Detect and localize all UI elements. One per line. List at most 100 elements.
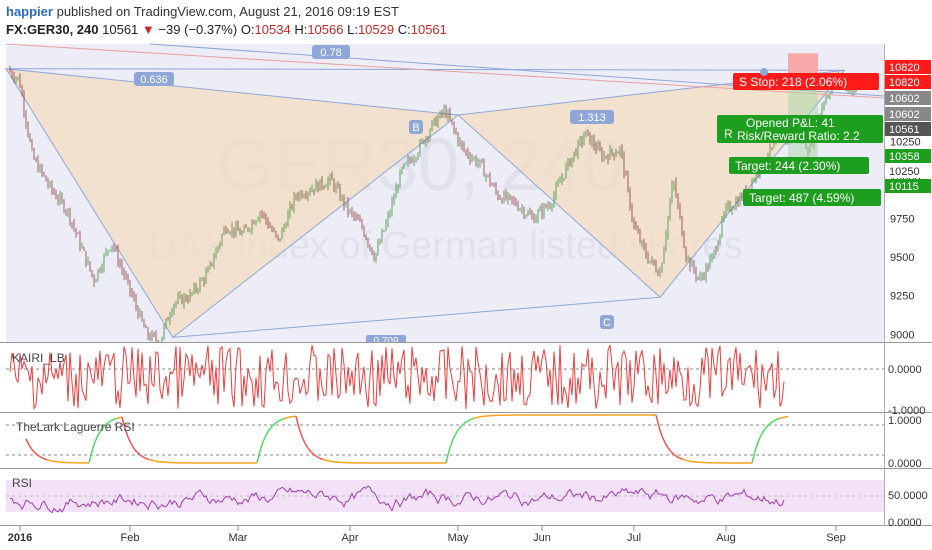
- pattern-triangle-xab[interactable]: [5, 68, 460, 339]
- laguerre-segment: [145, 457, 150, 461]
- down-arrow-icon: ▼: [141, 22, 155, 37]
- time-tick-label: Jul: [627, 532, 641, 544]
- price-scale[interactable]: 9000925095009750100001025010820108201060…: [885, 60, 931, 341]
- laguerre-segment: [148, 458, 153, 462]
- laguerre-segment: [40, 456, 45, 460]
- time-tick-label: Sep: [826, 532, 846, 544]
- rsi-tick-0: 0.0000: [888, 517, 922, 529]
- svg-text:Risk/Reward Ratio: 2.2: Risk/Reward Ratio: 2.2: [737, 129, 860, 143]
- laguerre-segment: [454, 429, 459, 436]
- pattern-edge-ac: [172, 296, 661, 338]
- laguerre-segment: [676, 455, 681, 459]
- price-tick-label: 9500: [890, 252, 914, 264]
- laguerre-segment: [28, 444, 33, 450]
- laguerre-segment: [784, 415, 789, 418]
- price-tag-stop-lower: 10820: [885, 75, 931, 89]
- laguerre-series: [6, 414, 884, 464]
- point-label-c: C: [600, 315, 614, 329]
- rsi-series: [6, 485, 884, 514]
- laguerre-segment: [121, 416, 126, 429]
- ohlc-line: FX:GER30, 240 10561 ▼ −39 (−0.37%) O:105…: [6, 22, 447, 37]
- author-link[interactable]: happier: [6, 4, 53, 19]
- laguerre-segment: [91, 441, 96, 452]
- laguerre-segment: [460, 422, 465, 427]
- ratio-xb: 0.636: [134, 72, 174, 86]
- laguerre-segment: [142, 456, 147, 460]
- position-tool[interactable]: S Stop: 218 (2.06%) Opened P&L: 41Risk/Re…: [717, 53, 883, 206]
- svg-text:10250: 10250: [889, 166, 920, 178]
- laguerre-segment: [115, 416, 120, 420]
- laguerre-segment: [271, 422, 276, 427]
- svg-text:10602: 10602: [889, 109, 920, 121]
- open-value: 10534: [254, 22, 291, 37]
- svg-text:B: B: [412, 122, 419, 134]
- time-tick-label: 2016: [8, 532, 32, 544]
- price-tag-entry-upper: 10602: [885, 91, 931, 105]
- laguerre-segment: [664, 442, 669, 449]
- laguerre-tick-1: 1.0000: [888, 415, 922, 427]
- laguerre-segment: [313, 454, 318, 458]
- laguerre-segment: [34, 452, 39, 456]
- laguerre-segment: [256, 450, 261, 464]
- target1-label[interactable]: Target: 244 (2.30%): [729, 157, 869, 174]
- price-tag-target1b: 10250: [885, 164, 931, 178]
- ratio-xd: 0.78: [312, 45, 350, 59]
- laguerre-pane-background: [6, 413, 884, 467]
- laguerre-segment: [262, 434, 267, 443]
- laguerre-segment: [475, 416, 480, 419]
- laguerre-segment: [688, 460, 693, 463]
- rsi-tick-50: 50.0000: [888, 490, 928, 502]
- last-price: 10561: [102, 22, 139, 37]
- laguerre-segment: [49, 459, 54, 462]
- laguerre-segment: [685, 459, 690, 462]
- price-tag-target1: 10358: [885, 149, 931, 163]
- svg-text:10602: 10602: [889, 93, 920, 105]
- laguerre-segment: [670, 451, 675, 456]
- svg-text:0.78: 0.78: [320, 47, 341, 59]
- laguerre-segment: [319, 457, 324, 461]
- laguerre-segment: [655, 414, 660, 428]
- laguerre-segment: [268, 425, 273, 431]
- symbol-label[interactable]: FX:GER30, 240: [6, 22, 99, 37]
- laguerre-segment: [106, 420, 111, 425]
- laguerre-segment: [124, 428, 129, 438]
- price-change: −39 (−0.37%): [158, 22, 238, 37]
- laguerre-segment: [100, 425, 105, 431]
- time-axis[interactable]: 2016 Feb Mar Apr May Jun Jul Aug Sep: [8, 526, 846, 544]
- price-tick-label: 10250: [890, 136, 921, 148]
- laguerre-segment: [757, 434, 762, 443]
- close-value: 10561: [410, 22, 447, 37]
- svg-text:10820: 10820: [889, 62, 920, 74]
- svg-text:Opened P&L: 41: Opened P&L: 41: [746, 116, 835, 130]
- laguerre-segment: [661, 435, 666, 444]
- laguerre-segment: [682, 458, 687, 462]
- price-tag-stop-upper: 10820: [885, 60, 931, 74]
- laguerre-segment: [37, 454, 42, 458]
- laguerre-segment: [301, 436, 306, 444]
- svg-text:10358: 10358: [889, 151, 920, 163]
- svg-text:1.313: 1.313: [578, 112, 606, 124]
- kairi-series: [6, 344, 884, 411]
- rsi-title: RSI: [12, 476, 32, 490]
- price-tick-label: 9250: [890, 291, 914, 303]
- target2-label[interactable]: Target: 487 (4.59%): [743, 189, 881, 206]
- high-value: 10566: [307, 22, 344, 37]
- rsi-line: [9, 485, 785, 514]
- laguerre-segment: [259, 441, 264, 452]
- svg-text:S Stop: 218 (2.06%): S Stop: 218 (2.06%): [739, 75, 847, 89]
- stop-label[interactable]: S Stop: 218 (2.06%): [733, 73, 879, 90]
- laguerre-segment: [754, 441, 759, 452]
- laguerre-segment: [274, 420, 279, 425]
- kairi-title: KAIRI_LB: [12, 351, 65, 365]
- laguerre-segment: [109, 419, 114, 423]
- laguerre-segment: [97, 429, 102, 436]
- publish-line: happier published on TradingView.com, Au…: [6, 4, 399, 19]
- laguerre-segment: [283, 416, 288, 420]
- laguerre-segment: [463, 420, 468, 425]
- chart-header: happier published on TradingView.com, Au…: [0, 0, 932, 44]
- laguerre-segment: [130, 443, 135, 449]
- time-tick-label: Aug: [716, 532, 736, 544]
- price-tag-entry-lower: 10602: [885, 107, 931, 121]
